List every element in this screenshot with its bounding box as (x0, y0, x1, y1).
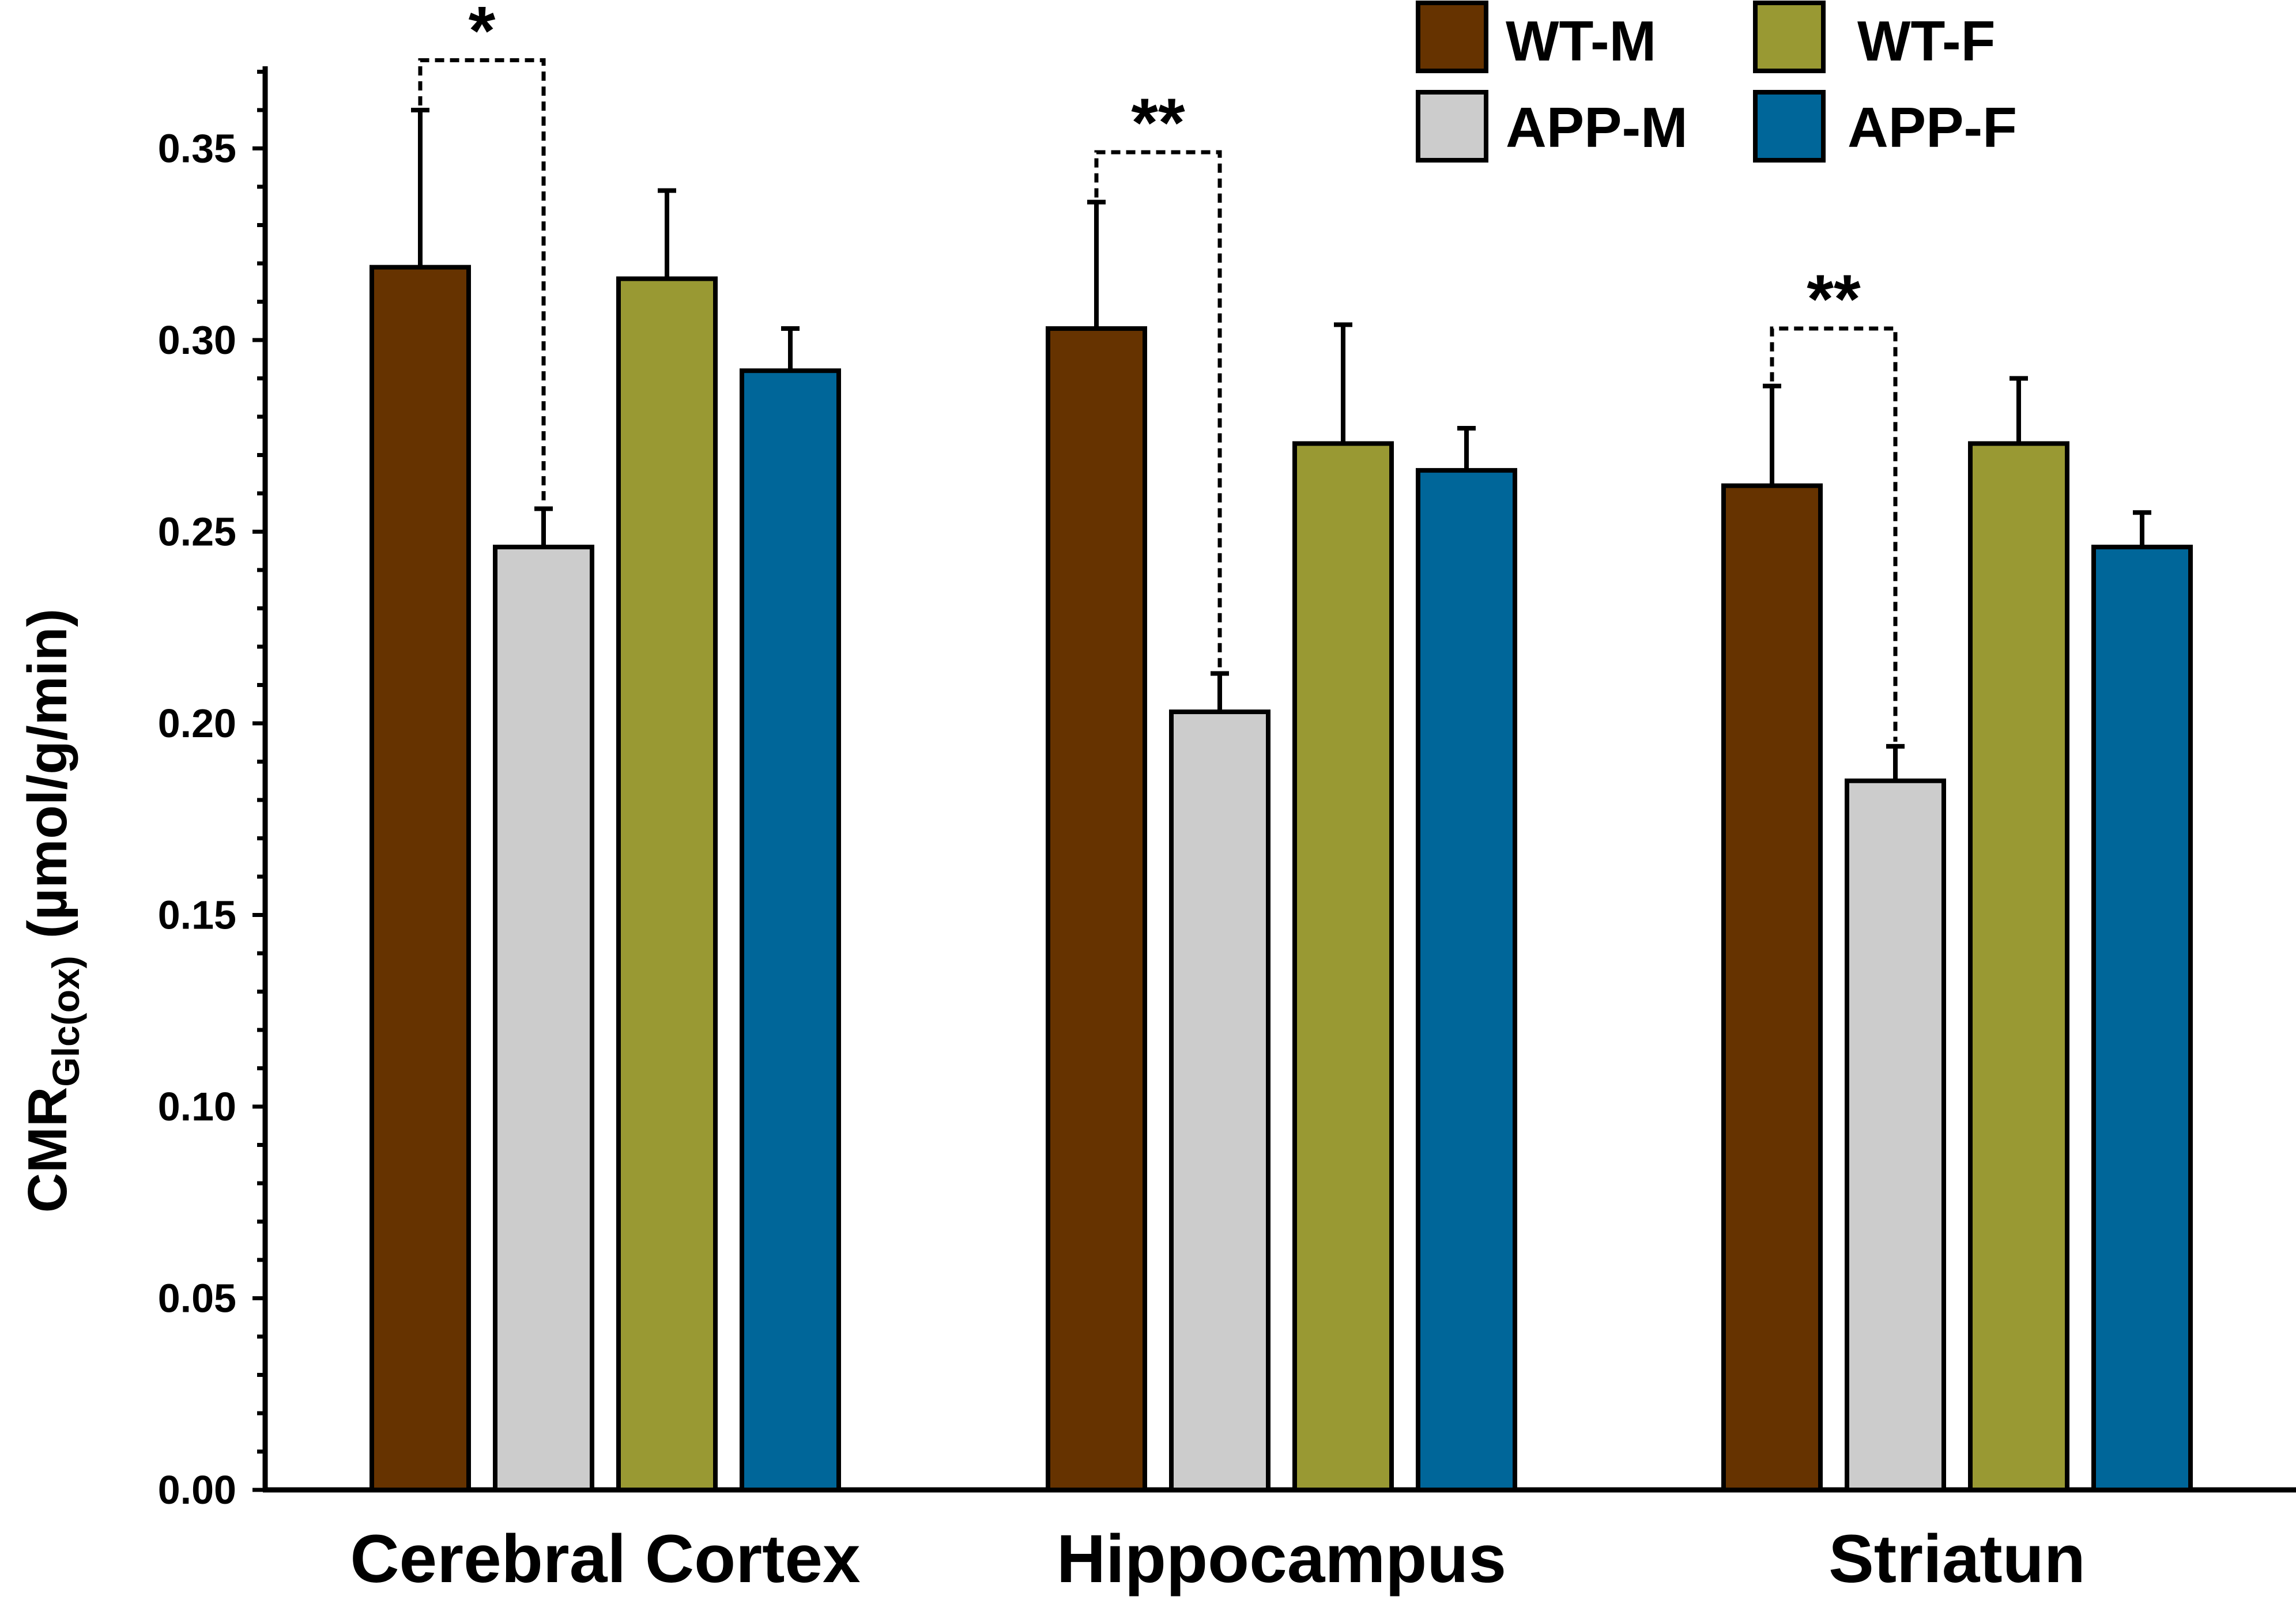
bars: Cerebral Cortex Hippocampus Striatun (350, 108, 2193, 1597)
y-tick-label: 0.15 (158, 893, 236, 938)
legend-label-wt-f: WT-F (1857, 9, 1995, 73)
svg-text:CMRGlc(ox)(µmol/g/min): CMRGlc(ox) (µmol/g/min) (17, 609, 87, 1213)
bar-app-f (740, 368, 841, 1493)
bar-app-f (2091, 545, 2193, 1492)
y-tick-label: 0.00 (158, 1467, 236, 1512)
x-category-label: Cerebral Cortex (350, 1521, 860, 1597)
y-tick-label: 0.20 (158, 701, 236, 746)
x-category-label: Striatun (1828, 1521, 2086, 1597)
bar-wt-m (370, 265, 471, 1493)
bar-wt-m (1046, 326, 1147, 1492)
y-axis-label-subscript: Glc(ox) (44, 956, 87, 1086)
legend: WT-M APP-M WT-F APP-F (1416, 1, 2017, 163)
bar-app-m (1169, 709, 1270, 1492)
legend-label-app-f: APP-F (1848, 96, 2017, 159)
legend-swatch-app-m (1416, 90, 1488, 163)
bar-wt-f (1292, 441, 1394, 1492)
y-tick-label: 0.25 (158, 509, 236, 554)
significance-marker: ** (1807, 261, 1861, 338)
bar-app-m (1845, 778, 1946, 1492)
y-axis-label-units: (µmol/g/min) (17, 609, 78, 939)
y-tick-label: 0.10 (158, 1084, 236, 1129)
significance-marker: ** (1131, 84, 1185, 161)
legend-swatch-wt-m (1416, 1, 1488, 73)
x-category-label: Hippocampus (1057, 1521, 1506, 1597)
significance-bracket (1094, 150, 1222, 669)
significance-bracket (1770, 326, 1898, 742)
bar-wt-m (1721, 483, 1823, 1493)
axes: 0.00 0.05 0.10 0.15 0.20 0.25 0.30 0.35 (158, 66, 2296, 1512)
y-tick-label: 0.35 (158, 126, 236, 171)
bar-app-m (493, 545, 594, 1492)
legend-label-wt-m: WT-M (1506, 9, 1656, 73)
bar-app-f (1416, 468, 1517, 1492)
legend-swatch-app-f (1753, 90, 1826, 163)
y-axis-label: CMRGlc(ox) (µmol/g/min) (17, 609, 87, 1213)
y-tick-label: 0.05 (158, 1276, 236, 1321)
significance-marker: * (469, 0, 496, 70)
significance-annotations: ***** (418, 0, 1898, 742)
y-axis-label-main: CMR (17, 1087, 78, 1213)
bar-wt-f (1968, 441, 2069, 1492)
bar-wt-f (616, 276, 718, 1492)
y-tick-label: 0.30 (158, 318, 236, 363)
significance-bracket (418, 58, 546, 504)
legend-label-app-m: APP-M (1506, 96, 1688, 159)
legend-swatch-wt-f (1753, 1, 1826, 73)
